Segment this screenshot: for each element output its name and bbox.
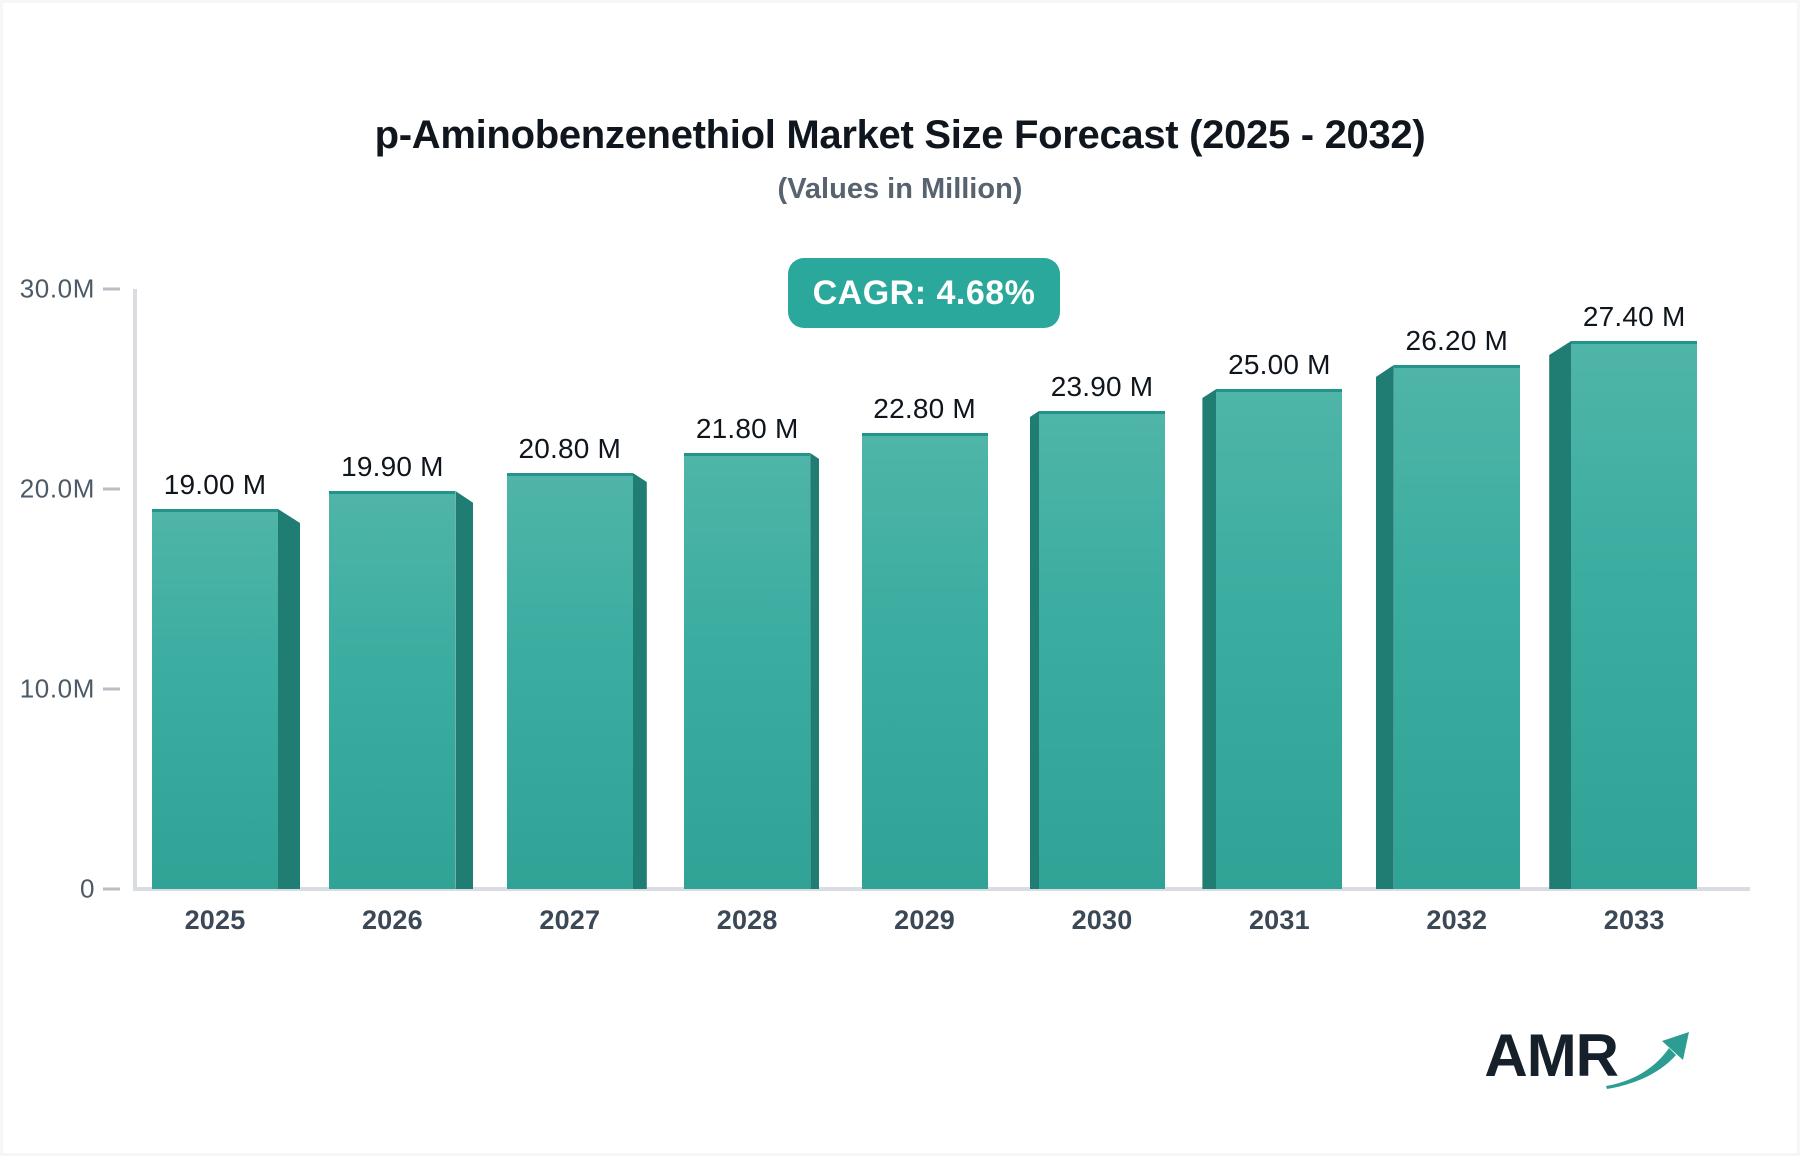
chart-subtitle: (Values in Million) <box>777 173 1023 205</box>
y-tick-mark <box>103 687 120 691</box>
bar-2026 <box>329 491 456 889</box>
y-tick-label: 20.0M <box>19 473 95 504</box>
bar-side-shadow <box>1202 389 1217 889</box>
bar-side-shadow <box>1375 365 1394 889</box>
bar-2028 <box>684 453 811 889</box>
bar-value-label: 19.00 M <box>163 469 267 500</box>
x-category-label: 2028 <box>716 905 778 935</box>
x-category-label: 2032 <box>1426 905 1488 935</box>
bar-2032 <box>1393 365 1520 889</box>
bar-value-label: 20.80 M <box>518 433 622 464</box>
x-category-label: 2025 <box>184 905 246 935</box>
bar-side-shadow <box>278 509 300 889</box>
bar-value-label: 22.80 M <box>873 393 976 424</box>
y-tick-mark <box>103 487 120 491</box>
bar-value-label: 25.00 M <box>1228 349 1331 380</box>
y-tick-label: 10.0M <box>19 673 95 704</box>
bar-2033 <box>1571 341 1698 889</box>
bar-2030 <box>1039 411 1165 889</box>
cagr-badge: CAGR: 4.68% <box>788 258 1060 328</box>
chart-title: p-Aminobenzenethiol Market Size Forecast… <box>374 113 1426 157</box>
y-tick-mark <box>103 887 120 891</box>
bar-side-shadow <box>1549 341 1572 889</box>
x-category-label: 2029 <box>894 905 956 935</box>
plot-area: 30.0M 20.0M 10.0M 0 19.00 M 2025 19.90 M 2026 20… <box>20 274 1750 935</box>
y-tick-mark <box>103 287 120 291</box>
y-tick-label: 0 <box>79 873 95 904</box>
x-category-label: 2030 <box>1071 905 1133 935</box>
growth-arrow-icon <box>1604 1028 1692 1095</box>
bar-2025 <box>152 509 278 889</box>
bar-side-shadow <box>455 491 474 889</box>
y-axis-line <box>133 289 137 889</box>
bar-value-label: 26.20 M <box>1405 325 1509 356</box>
bar-side-shadow <box>632 473 647 889</box>
brand-logo-text: AMR <box>1484 1022 1619 1089</box>
bar-value-label: 23.90 M <box>1050 371 1154 402</box>
x-category-label: 2027 <box>539 905 601 935</box>
bar-value-label: 19.90 M <box>341 451 444 482</box>
bar-side-shadow <box>1030 411 1039 889</box>
bar-2027 <box>506 473 633 889</box>
x-axis-baseline <box>133 887 1750 891</box>
bar-2029 <box>861 433 988 889</box>
x-category-label: 2026 <box>361 905 423 935</box>
bar-side-shadow <box>810 453 820 889</box>
brand-logo: AMR <box>1484 1026 1692 1095</box>
bar-value-label: 21.80 M <box>695 413 799 444</box>
bar-2031 <box>1216 389 1343 889</box>
bar-value-label: 27.40 M <box>1582 301 1686 332</box>
y-tick-label: 30.0M <box>19 273 95 304</box>
cagr-badge-label: CAGR: 4.68% <box>812 273 1036 312</box>
x-category-label: 2033 <box>1603 905 1665 935</box>
x-category-label: 2031 <box>1248 905 1310 935</box>
